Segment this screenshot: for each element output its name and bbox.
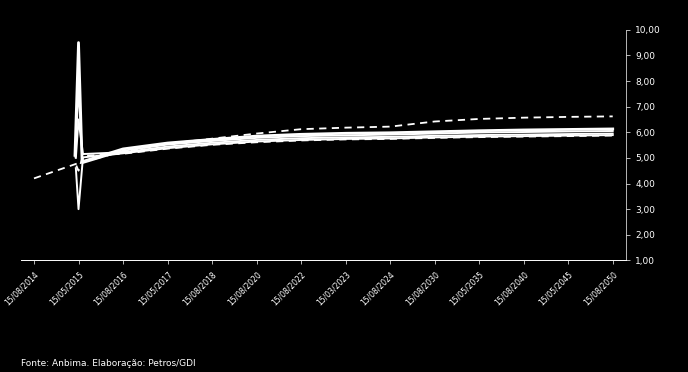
Text: Fonte: Anbima. Elaboração: Petros/GDI: Fonte: Anbima. Elaboração: Petros/GDI (21, 359, 195, 368)
